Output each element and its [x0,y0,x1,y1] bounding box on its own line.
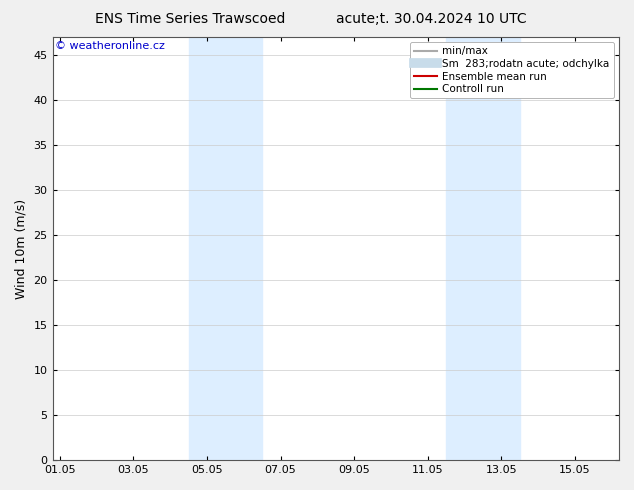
Y-axis label: Wind 10m (m/s): Wind 10m (m/s) [15,198,28,299]
Text: © weatheronline.cz: © weatheronline.cz [55,41,165,51]
Text: ENS Time Series Trawscoed: ENS Time Series Trawscoed [95,12,285,26]
Bar [189,37,262,460]
Bar [446,37,520,460]
Text: acute;t. 30.04.2024 10 UTC: acute;t. 30.04.2024 10 UTC [336,12,526,26]
Legend: min/max, Sm  283;rodatn acute; odchylka, Ensemble mean run, Controll run: min/max, Sm 283;rodatn acute; odchylka, … [410,42,614,98]
